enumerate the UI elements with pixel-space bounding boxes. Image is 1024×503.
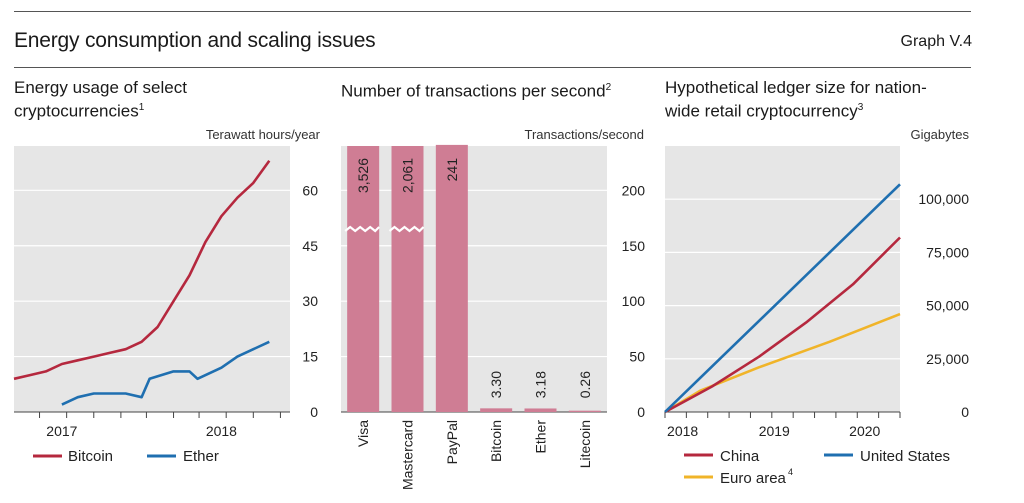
bar-paypal — [435, 144, 468, 412]
category-label-visa: Visa — [355, 420, 371, 447]
panel1-xtick-label: 2017 — [46, 423, 77, 439]
bar-litecoin — [568, 410, 601, 412]
panel1-ytick-label: 15 — [302, 349, 318, 365]
panel2-ytick-label: 100 — [622, 293, 646, 309]
category-label-mastercard: Mastercard — [400, 420, 416, 490]
data-label-mastercard: 2,061 — [400, 158, 416, 193]
header-rule — [14, 67, 971, 68]
panel3-plot-area — [665, 146, 900, 412]
panel3-ytick-label: 25,000 — [926, 351, 969, 367]
panel2-ytick-label: 50 — [629, 349, 645, 365]
panel3-series-line-china — [664, 236, 901, 414]
panel3-series-line-united-states — [664, 183, 901, 413]
panel1-series-line-ether — [61, 340, 270, 406]
data-label-litecoin: 0.26 — [577, 371, 593, 398]
panel3-xtick-label: 2019 — [759, 423, 790, 439]
page-title: Energy consumption and scaling issues — [14, 29, 376, 52]
panel3-title: Hypothetical ledger size for nation- wid… — [665, 78, 927, 121]
data-label-ether: 3.18 — [533, 371, 549, 398]
data-label-visa: 3,526 — [355, 158, 371, 193]
legend-label-bitcoin: Bitcoin — [68, 448, 113, 465]
legend-label-ether: Ether — [183, 448, 219, 465]
top-rule — [14, 11, 971, 12]
panel1-ytick-label: 45 — [302, 238, 318, 254]
data-label-bitcoin: 3.30 — [488, 371, 504, 398]
panel1-ytick-label: 60 — [302, 182, 318, 198]
panel1-ytick-label: 30 — [302, 293, 318, 309]
legend-footnote-euro-area: 4 — [788, 467, 793, 477]
panel2-ytick-label: 0 — [637, 404, 645, 420]
panel3-unit: Gigabytes — [910, 127, 969, 142]
panel2-title: Number of transactions per second2 — [341, 81, 612, 101]
panel3-ytick-label: 50,000 — [926, 298, 969, 314]
panel2-ytick-label: 200 — [622, 182, 646, 198]
legend-label-china: China — [720, 448, 760, 465]
data-label-paypal: 241 — [444, 158, 460, 182]
panel3-ytick-label: 75,000 — [926, 244, 969, 260]
panel1-ytick-label: 0 — [310, 404, 318, 420]
category-label-ether: Ether — [533, 420, 549, 454]
legend-label-euro-area: Euro area — [720, 470, 787, 487]
legend-label-united-states: United States — [860, 448, 950, 465]
category-label-litecoin: Litecoin — [577, 420, 593, 468]
panel3-xtick-label: 2020 — [849, 423, 880, 439]
panel3-ytick-label: 100,000 — [918, 191, 969, 207]
bar-mastercard — [391, 146, 424, 412]
bar-bitcoin — [480, 408, 513, 412]
panel3-xtick-label: 2018 — [667, 423, 698, 439]
panel2-plot-area — [341, 146, 607, 412]
panel3-ytick-label: 0 — [961, 404, 969, 420]
panel1-title: Energy usage of select cryptocurrencies1 — [14, 78, 187, 121]
bar-visa — [347, 146, 380, 412]
panel2-ytick-label: 150 — [622, 238, 646, 254]
panel1-xtick-label: 2018 — [206, 423, 237, 439]
axis-break-mark — [388, 225, 425, 233]
panel2-unit: Transactions/second — [524, 127, 644, 142]
panel1-series-line-bitcoin — [13, 160, 271, 381]
panel1-unit: Terawatt hours/year — [205, 127, 320, 142]
axis-break-mark — [344, 225, 380, 233]
graph-label: Graph V.4 — [900, 33, 972, 50]
category-label-paypal: PayPal — [444, 420, 460, 464]
category-label-bitcoin: Bitcoin — [488, 420, 504, 462]
bar-ether — [524, 408, 557, 412]
